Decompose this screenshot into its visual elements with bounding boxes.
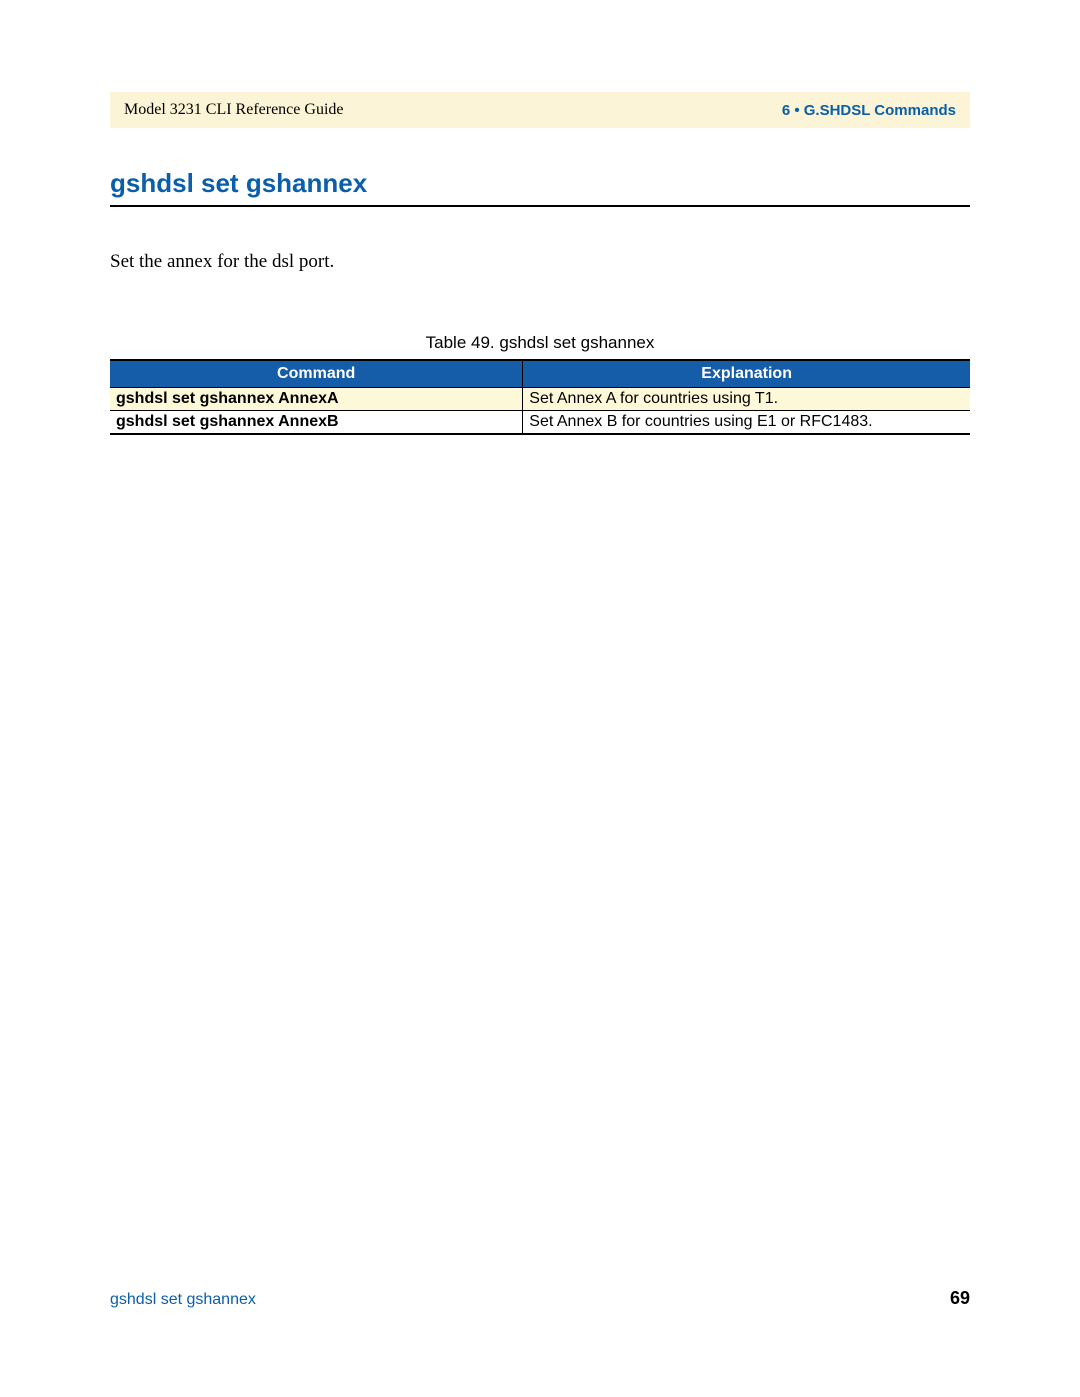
footer-section-name: gshdsl set gshannex	[110, 1291, 256, 1309]
section-description: Set the annex for the dsl port.	[110, 251, 970, 273]
table-header-row: Command Explanation	[110, 360, 970, 388]
table-caption: Table 49. gshdsl set gshannex	[110, 333, 970, 353]
page-footer: gshdsl set gshannex 69	[110, 1288, 970, 1309]
table-row: gshdsl set gshannex AnnexA Set Annex A f…	[110, 388, 970, 411]
section-title: gshdsl set gshannex	[110, 168, 970, 207]
footer-page-number: 69	[950, 1288, 970, 1309]
table-cell-command: gshdsl set gshannex AnnexB	[110, 411, 523, 435]
table-cell-explanation: Set Annex B for countries using E1 or RF…	[523, 411, 970, 435]
page-content: Model 3231 CLI Reference Guide 6 • G.SHD…	[110, 92, 970, 435]
running-header-left: Model 3231 CLI Reference Guide	[124, 101, 343, 119]
table-header-command: Command	[110, 360, 523, 388]
running-header: Model 3231 CLI Reference Guide 6 • G.SHD…	[110, 92, 970, 128]
table-header-explanation: Explanation	[523, 360, 970, 388]
table-cell-command: gshdsl set gshannex AnnexA	[110, 388, 523, 411]
running-header-right: 6 • G.SHDSL Commands	[782, 102, 956, 119]
command-table: Command Explanation gshdsl set gshannex …	[110, 359, 970, 435]
table-cell-explanation: Set Annex A for countries using T1.	[523, 388, 970, 411]
table-row: gshdsl set gshannex AnnexB Set Annex B f…	[110, 411, 970, 435]
